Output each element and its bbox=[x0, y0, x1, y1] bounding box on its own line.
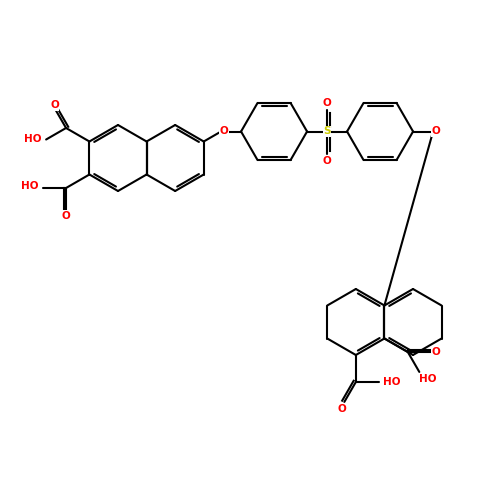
Text: O: O bbox=[220, 126, 228, 136]
Text: O: O bbox=[50, 100, 59, 110]
Text: HO: HO bbox=[20, 181, 38, 191]
Text: HO: HO bbox=[383, 377, 400, 387]
Text: S: S bbox=[324, 126, 331, 136]
Text: O: O bbox=[338, 404, 346, 414]
Text: O: O bbox=[322, 156, 332, 166]
Text: HO: HO bbox=[24, 134, 41, 144]
Text: O: O bbox=[322, 98, 332, 108]
Text: O: O bbox=[432, 347, 440, 357]
Text: O: O bbox=[62, 211, 70, 221]
Text: HO: HO bbox=[420, 374, 437, 384]
Text: O: O bbox=[432, 126, 440, 136]
